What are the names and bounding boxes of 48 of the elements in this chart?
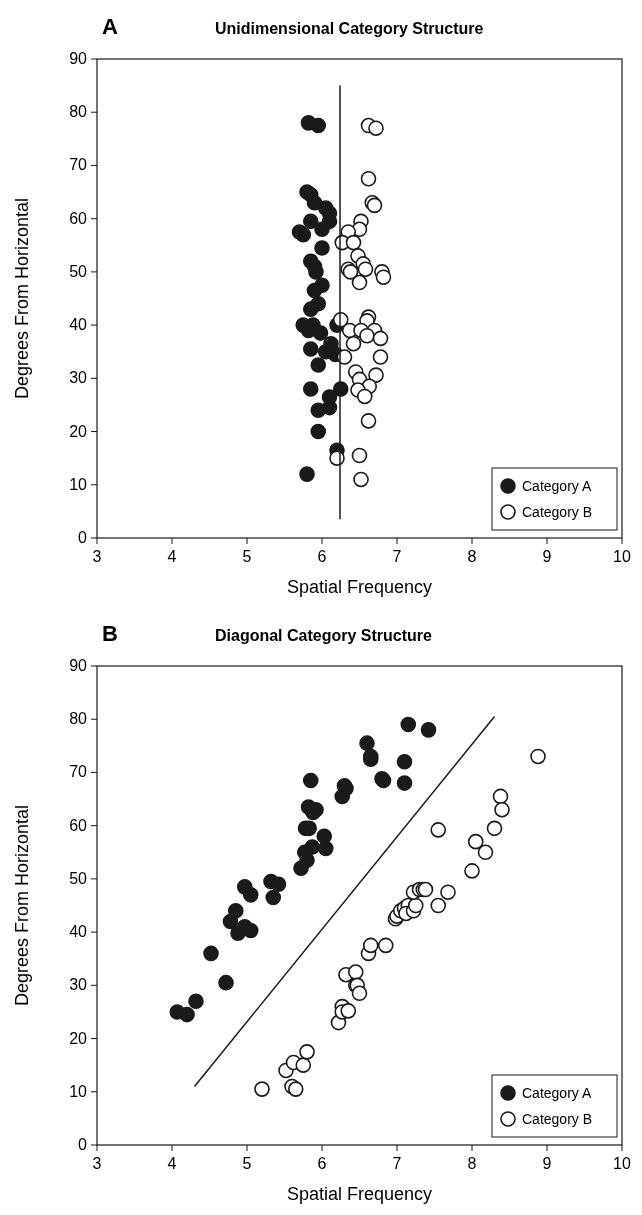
- y-tick-label: 60: [69, 816, 88, 834]
- x-tick-label: 5: [242, 1155, 252, 1172]
- y-tick-label: 20: [69, 1029, 88, 1047]
- x-tick-label: 4: [167, 548, 177, 565]
- x-tick-label: 8: [467, 548, 477, 565]
- y-tick-label: 80: [69, 710, 88, 728]
- y-tick-label: 40: [69, 923, 88, 941]
- x-tick-label: 4: [167, 1155, 177, 1172]
- y-axis-title: Degrees From Horizontal: [12, 804, 32, 1007]
- x-tick-label: 7: [392, 548, 402, 565]
- y-tick-label: 10: [69, 475, 88, 493]
- chart-title: Diagonal Category Structure: [215, 627, 433, 644]
- x-tick-label: 9: [542, 548, 552, 565]
- x-tick-label: 9: [542, 1155, 552, 1172]
- y-tick-label: 20: [69, 422, 88, 440]
- x-tick-label: 6: [317, 548, 327, 565]
- x-tick-label: 7: [392, 1155, 402, 1172]
- x-tick-label: 8: [467, 1155, 477, 1172]
- text: B: [102, 621, 118, 646]
- legend-label: Category A: [522, 1085, 592, 1101]
- text: A: [102, 14, 119, 39]
- y-axis-title: Degrees From Horizontal: [12, 197, 32, 400]
- y-tick-label: 50: [69, 869, 88, 887]
- legend-label: Category B: [522, 1111, 593, 1127]
- x-tick-label: 3: [92, 548, 102, 565]
- x-tick-label: 6: [317, 1155, 327, 1172]
- y-tick-label: 30: [69, 369, 88, 387]
- x-axis-title: Spatial Frequency: [286, 1184, 433, 1204]
- y-tick-label: 30: [69, 976, 88, 994]
- y-tick-label: 70: [69, 763, 88, 781]
- y-tick-label: 50: [69, 262, 88, 280]
- legend-label: Category A: [522, 478, 592, 494]
- y-tick-label: 0: [78, 529, 88, 546]
- y-tick-label: 0: [78, 1136, 88, 1153]
- y-tick-label: 90: [69, 50, 88, 67]
- x-axis-title: Spatial Frequency: [286, 577, 433, 597]
- y-tick-label: 70: [69, 156, 88, 174]
- y-tick-label: 40: [69, 316, 88, 334]
- x-tick-label: 10: [613, 1155, 631, 1172]
- x-tick-label: 10: [613, 548, 631, 565]
- x-tick-label: 5: [242, 548, 252, 565]
- legend-label: Category B: [522, 504, 593, 520]
- y-tick-label: 10: [69, 1082, 88, 1100]
- x-tick-label: 3: [92, 1155, 102, 1172]
- y-tick-label: 60: [69, 209, 88, 227]
- chart-title: Unidimensional Category Structure: [215, 20, 484, 37]
- y-tick-label: 80: [69, 103, 88, 121]
- y-tick-label: 90: [69, 657, 88, 674]
